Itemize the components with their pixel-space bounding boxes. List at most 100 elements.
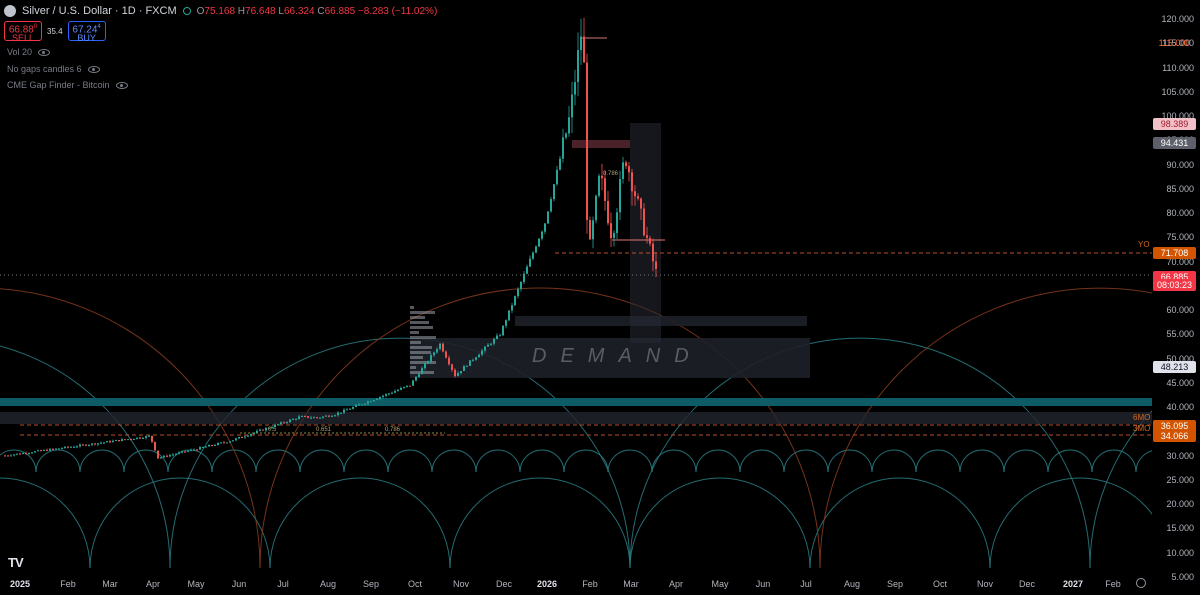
cycle-arc-medium — [449, 477, 631, 569]
candle-body — [412, 380, 414, 386]
volume-profile-bar — [410, 336, 436, 339]
candle-body — [151, 435, 153, 442]
candle-body — [331, 415, 333, 417]
candle-body — [118, 440, 120, 442]
candle-body — [622, 162, 624, 180]
eye-icon[interactable] — [87, 65, 100, 73]
candle-body — [535, 246, 537, 253]
candle-body — [457, 373, 459, 377]
candle-body — [79, 444, 81, 447]
price-axis[interactable]: 120.000115.000110.000105.000100.00095.00… — [1152, 0, 1200, 582]
candle-body — [40, 450, 42, 452]
sell-button[interactable]: 66.880 SELL — [4, 21, 42, 43]
candle-body — [553, 184, 555, 200]
candle-body — [166, 455, 168, 457]
six-month-price-label: 36.095 — [1153, 419, 1196, 432]
time-tick-label: Sep — [362, 579, 380, 589]
candle-body — [67, 446, 69, 448]
cycle-arc-medium — [629, 477, 811, 569]
cycle-arc-large — [0, 345, 171, 569]
candle-body — [52, 448, 54, 450]
candle-body — [370, 401, 372, 403]
candle-body — [61, 448, 63, 450]
candle-body — [586, 62, 588, 221]
eye-icon[interactable] — [38, 48, 51, 56]
candle-body — [394, 391, 396, 393]
candle-body — [439, 343, 441, 350]
candle-body — [424, 363, 426, 369]
cycle-arc-large — [1089, 410, 1152, 569]
candle-body — [280, 422, 282, 425]
candle-body — [379, 397, 381, 399]
candle-body — [610, 223, 612, 239]
time-axis[interactable]: 2025 Feb Mar Apr May Jun Jul Aug Sep Oct Nov Dec 202… — [0, 575, 1152, 595]
cycle-arc-small — [123, 449, 169, 473]
candle-body — [544, 223, 546, 232]
eye-icon[interactable] — [115, 81, 128, 89]
level-price-label: 48.213 — [1153, 361, 1196, 374]
candle-body — [211, 445, 213, 447]
cycle-arc-small — [871, 449, 917, 473]
indicator-no-gaps[interactable]: No gaps candles 6 — [7, 64, 100, 74]
candle-body — [571, 94, 573, 118]
candle-body — [262, 429, 264, 431]
candle-body — [28, 453, 30, 455]
candle-body — [508, 310, 510, 321]
candle-body — [463, 366, 465, 371]
candle-body — [334, 415, 336, 417]
candle-body — [34, 451, 36, 453]
candle-body — [73, 446, 75, 448]
time-tick-label: Apr — [145, 579, 161, 589]
gap-zone — [0, 412, 1152, 424]
price-tick-label: 70.000 — [1166, 256, 1194, 267]
candle-body — [541, 231, 543, 239]
cycle-arc-small — [827, 449, 873, 473]
candle-body — [442, 343, 444, 352]
supply-box — [572, 140, 630, 148]
candle-body — [388, 393, 390, 395]
candle-body — [499, 335, 501, 337]
symbol-title[interactable]: Silver / U.S. Dollar · 1D · FXCM — [22, 5, 177, 17]
candle-body — [58, 448, 60, 450]
candle-body — [604, 178, 606, 201]
cycle-arc-small — [1135, 450, 1152, 473]
level-price-label: 94.431 — [1153, 137, 1196, 149]
candle-body — [451, 364, 453, 370]
settings-gear-icon[interactable] — [1136, 578, 1146, 588]
cycle-arc-small — [915, 449, 961, 473]
candle-body — [94, 443, 96, 445]
candle-body — [421, 368, 423, 375]
candle-body — [250, 433, 252, 436]
time-tick-label: Oct — [932, 579, 948, 589]
chart-pane[interactable] — [0, 0, 1152, 575]
candle-body — [619, 179, 621, 213]
price-tick-label: 105.000 — [1161, 86, 1194, 97]
candle-body — [598, 175, 600, 196]
candle-body — [130, 439, 132, 441]
cycle-arc-small — [255, 449, 301, 473]
candle-body — [406, 385, 408, 387]
time-tick-label: Mar — [102, 579, 118, 589]
candle-body — [277, 424, 279, 426]
candle-body — [607, 200, 609, 224]
cycle-arc-medium — [269, 477, 451, 569]
candle-body — [592, 220, 594, 240]
candle-body — [307, 416, 309, 418]
bar-countdown-label: 08:03:23 — [1153, 278, 1196, 291]
candle-body — [472, 359, 474, 361]
candle-body — [289, 419, 291, 423]
level-price-label: 98.389 — [1153, 117, 1196, 130]
candle-body — [337, 412, 339, 416]
time-tick-label: Dec — [495, 579, 513, 589]
candle-body — [142, 438, 144, 440]
time-tick-label: Jun — [755, 579, 771, 589]
indicator-volume[interactable]: Vol 20 — [7, 47, 51, 57]
candle-body — [367, 401, 369, 404]
cycle-arc-small — [1091, 449, 1137, 473]
price-tick-label: 15.000 — [1166, 523, 1194, 534]
buy-button[interactable]: 67.244 BUY — [67, 21, 106, 43]
candle-body — [634, 191, 636, 197]
symbol-header: Silver / U.S. Dollar · 1D · FXCM O75.168… — [4, 3, 437, 19]
candle-body — [238, 437, 240, 439]
indicator-cme-gap[interactable]: CME Gap Finder - Bitcoin — [7, 80, 128, 90]
